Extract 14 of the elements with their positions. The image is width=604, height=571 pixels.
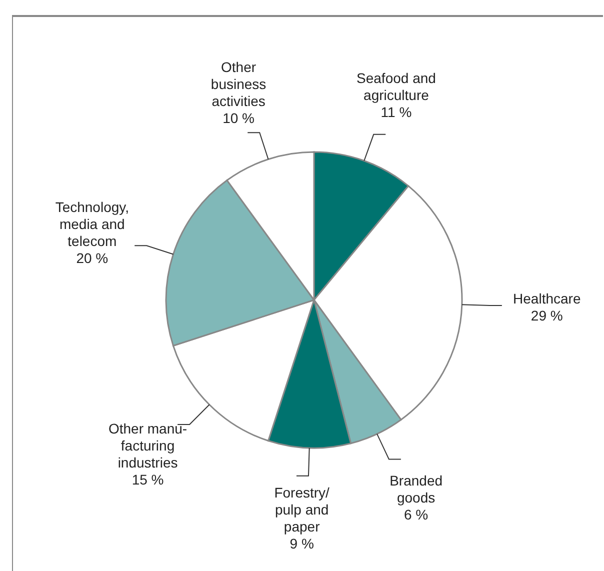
data-label: 10 % [222, 110, 255, 126]
slice-label: Other manu- facturing industries [108, 420, 188, 471]
slice-label: Healthcare [513, 290, 581, 306]
data-label: 9 % [290, 535, 314, 552]
data-label: 6 % [404, 506, 428, 522]
data-label: 29 % [530, 307, 563, 324]
data-label: 15 % [132, 472, 164, 488]
slice-label: Technology, media and telecom [55, 199, 130, 250]
data-label: 20 % [76, 250, 108, 266]
slice-label: Seafood and agriculture [356, 70, 436, 103]
slice-label: Other business activities [210, 59, 266, 110]
data-label: 11 % [380, 104, 412, 120]
slice-label: Branded goods [390, 472, 443, 506]
slice-label: Forestry/ pulp and paper [274, 484, 330, 534]
